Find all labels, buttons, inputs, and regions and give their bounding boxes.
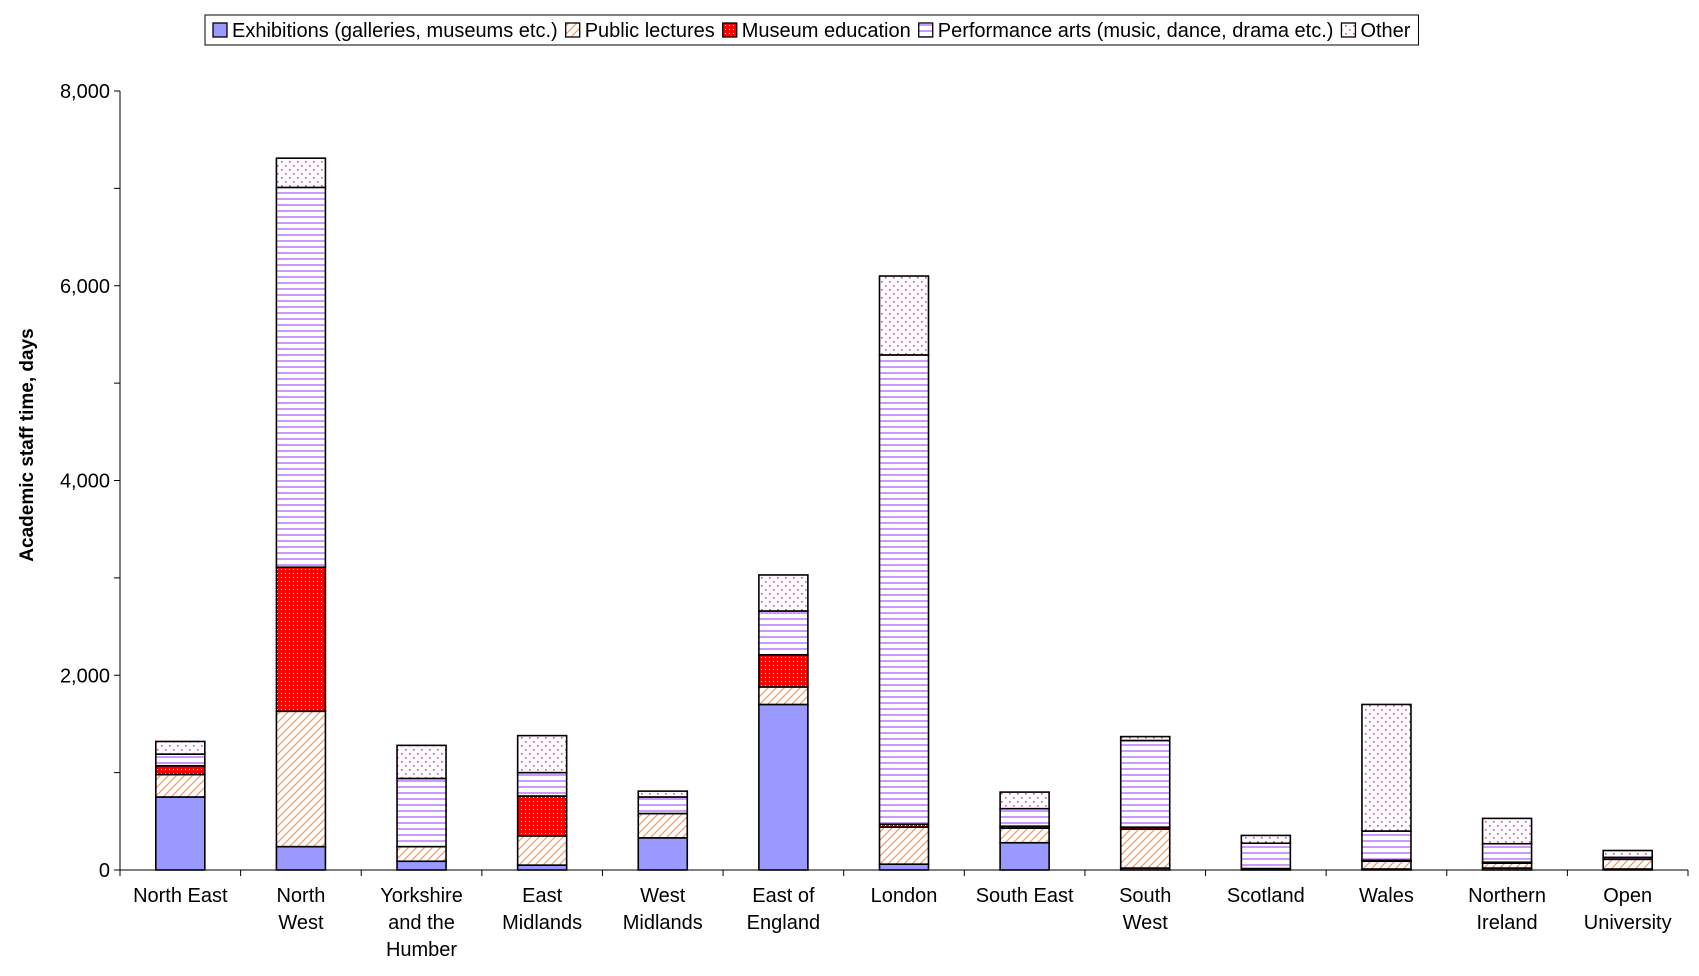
y-tick-label: 2,000 [60,665,110,687]
bar-segment [276,711,325,846]
y-axis-label: Academic staff time, days [17,328,38,561]
bar-segment [156,775,205,797]
bar-segment [1603,859,1652,869]
bar-segment [880,276,929,355]
bar-segment [518,736,567,773]
bar-stack [397,745,446,870]
bar-stack [1603,851,1652,870]
legend-label: Performance arts (music, dance, drama et… [938,20,1334,42]
y-tick-label: 4,000 [60,471,110,493]
legend-swatch [566,23,580,37]
x-tick-label: London [871,885,938,907]
bar-segment [1000,809,1049,827]
bar-segment [759,575,808,611]
bar-stack [759,575,808,870]
bar-segment [638,797,687,814]
bar-segment [1121,740,1170,827]
x-tick-label: South East [976,885,1074,907]
legend-label: Other [1360,20,1410,42]
bar-segment [156,754,205,766]
y-tick-label: 8,000 [60,81,110,103]
bar-stack [518,736,567,870]
legend-label: Museum education [742,20,911,42]
bar-segment [1483,818,1532,843]
bar-segment [397,847,446,862]
bar-stack [880,276,929,870]
bar-segment [276,158,325,187]
bar-segment [759,687,808,705]
bar-stack [638,791,687,870]
bar-segment [1362,704,1411,831]
bar-segment [518,796,567,836]
bar-segment [1000,843,1049,870]
bar-segment [1000,792,1049,809]
bar-segment [759,655,808,687]
bar-stack [1121,737,1170,870]
x-tick-label: Scotland [1227,885,1305,907]
bar-segment [156,766,205,775]
bar-segment [638,814,687,838]
bar-stack [156,741,205,870]
bar-segment [1000,828,1049,843]
legend-swatch [213,23,227,37]
bar-segment [638,791,687,797]
bar-segment [276,187,325,567]
bar-segment [276,567,325,711]
y-tick-label: 0 [99,860,110,882]
bar-segment [759,611,808,655]
bar-segment [397,778,446,846]
bar-stack [1362,704,1411,870]
bar-segment [1362,861,1411,869]
bar-segment [276,847,325,870]
legend-label: Public lectures [585,20,715,42]
bar-segment [1603,851,1652,858]
bar-segment [880,864,929,870]
bar-segment [397,861,446,870]
legend-swatch [1341,23,1355,37]
bar-segment [638,838,687,870]
legend-swatch [723,23,737,37]
bar-segment [156,797,205,870]
legend-label: Exhibitions (galleries, museums etc.) [232,20,558,42]
bar-segment [397,745,446,778]
legend: Exhibitions (galleries, museums etc.) Pub… [205,15,1418,45]
bar-segment [156,741,205,754]
legend-swatch [919,23,933,37]
bar-stack [1241,835,1290,870]
bar-segment [1241,843,1290,868]
bar-segment [880,827,929,864]
bar-segment [518,836,567,865]
bars [156,158,1652,870]
x-tick-label: Wales [1359,885,1414,907]
y-tick-label: 6,000 [60,276,110,298]
bar-segment [1362,831,1411,860]
bar-segment [1121,829,1170,868]
bar-segment [1483,844,1532,863]
bar-segment [759,704,808,870]
x-tick-label: North East [133,885,228,907]
bar-stack [1000,792,1049,870]
bar-stack [276,158,325,870]
bar-segment [1121,737,1170,741]
bar-segment [518,773,567,796]
bar-stack [1483,818,1532,870]
bar-segment [880,355,929,824]
bar-segment [1241,835,1290,843]
